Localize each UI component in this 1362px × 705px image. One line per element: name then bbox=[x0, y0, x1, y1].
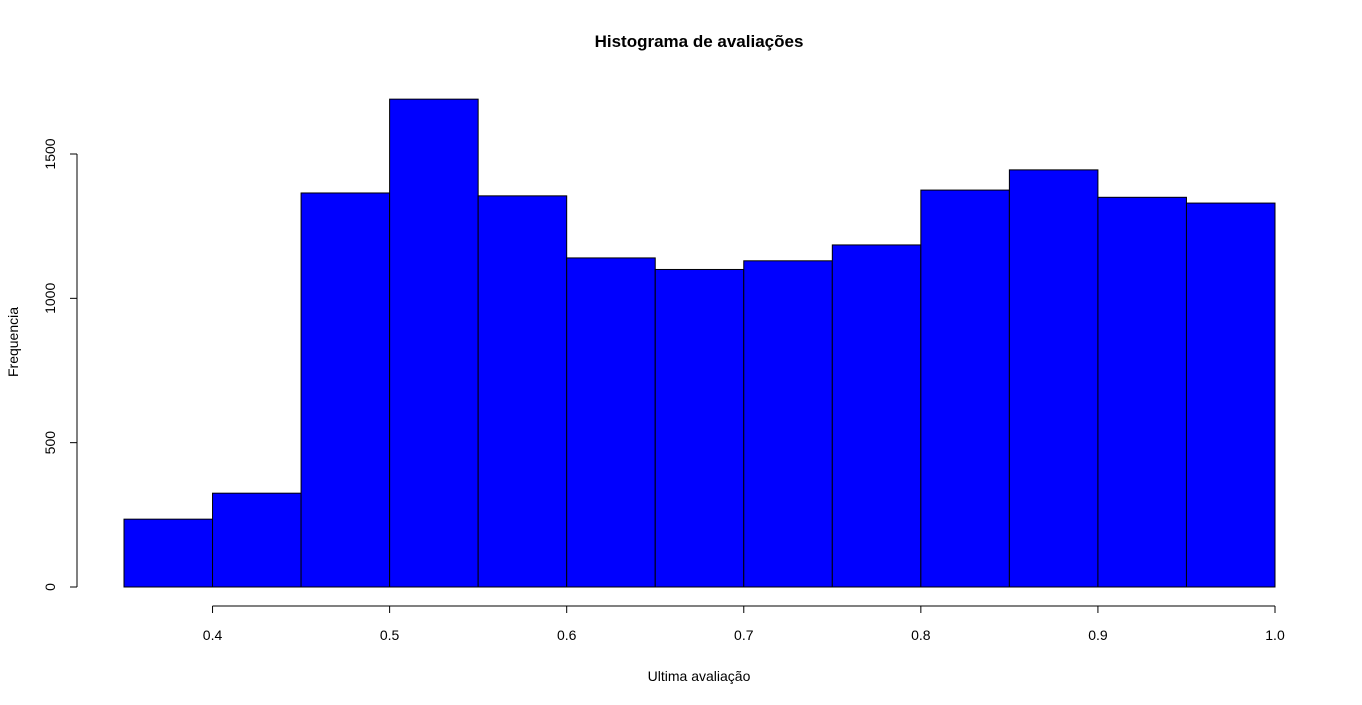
histogram-bar bbox=[920, 189, 1010, 588]
histogram-bar bbox=[743, 260, 833, 588]
histogram-bar bbox=[831, 244, 922, 588]
histogram-bar bbox=[1097, 196, 1187, 588]
bars-group bbox=[123, 98, 1276, 588]
histogram-bar bbox=[123, 518, 214, 588]
histogram-bar bbox=[1185, 202, 1276, 588]
y-axis-label: Frequencia bbox=[5, 307, 21, 377]
y-tick-label: 500 bbox=[42, 431, 58, 455]
x-tick-label: 0.4 bbox=[203, 627, 223, 643]
histogram-bar bbox=[477, 195, 568, 588]
x-tick-label: 0.8 bbox=[911, 627, 931, 643]
histogram-bar bbox=[300, 192, 391, 588]
histogram-bar bbox=[566, 257, 656, 588]
histogram-bar bbox=[654, 268, 745, 588]
x-tick-label: 0.7 bbox=[734, 627, 754, 643]
x-tick-label: 1.0 bbox=[1265, 627, 1285, 643]
chart-title: Histograma de avaliações bbox=[595, 32, 804, 51]
x-axis: 0.4 0.5 0.6 0.7 0.8 0.9 1.0 bbox=[203, 605, 1285, 643]
x-tick-label: 0.6 bbox=[557, 627, 577, 643]
y-tick-label: 1500 bbox=[42, 138, 58, 169]
y-tick-label: 1000 bbox=[42, 283, 58, 314]
histogram-bar bbox=[212, 492, 302, 588]
x-tick-label: 0.5 bbox=[380, 627, 400, 643]
x-tick-label: 0.9 bbox=[1088, 627, 1108, 643]
histogram-bar bbox=[389, 98, 479, 588]
histogram-bar bbox=[1008, 169, 1099, 588]
y-tick-label: 0 bbox=[42, 583, 58, 591]
y-axis: 0 500 1000 1500 bbox=[42, 138, 78, 591]
x-axis-label: Ultima avaliação bbox=[648, 668, 751, 684]
